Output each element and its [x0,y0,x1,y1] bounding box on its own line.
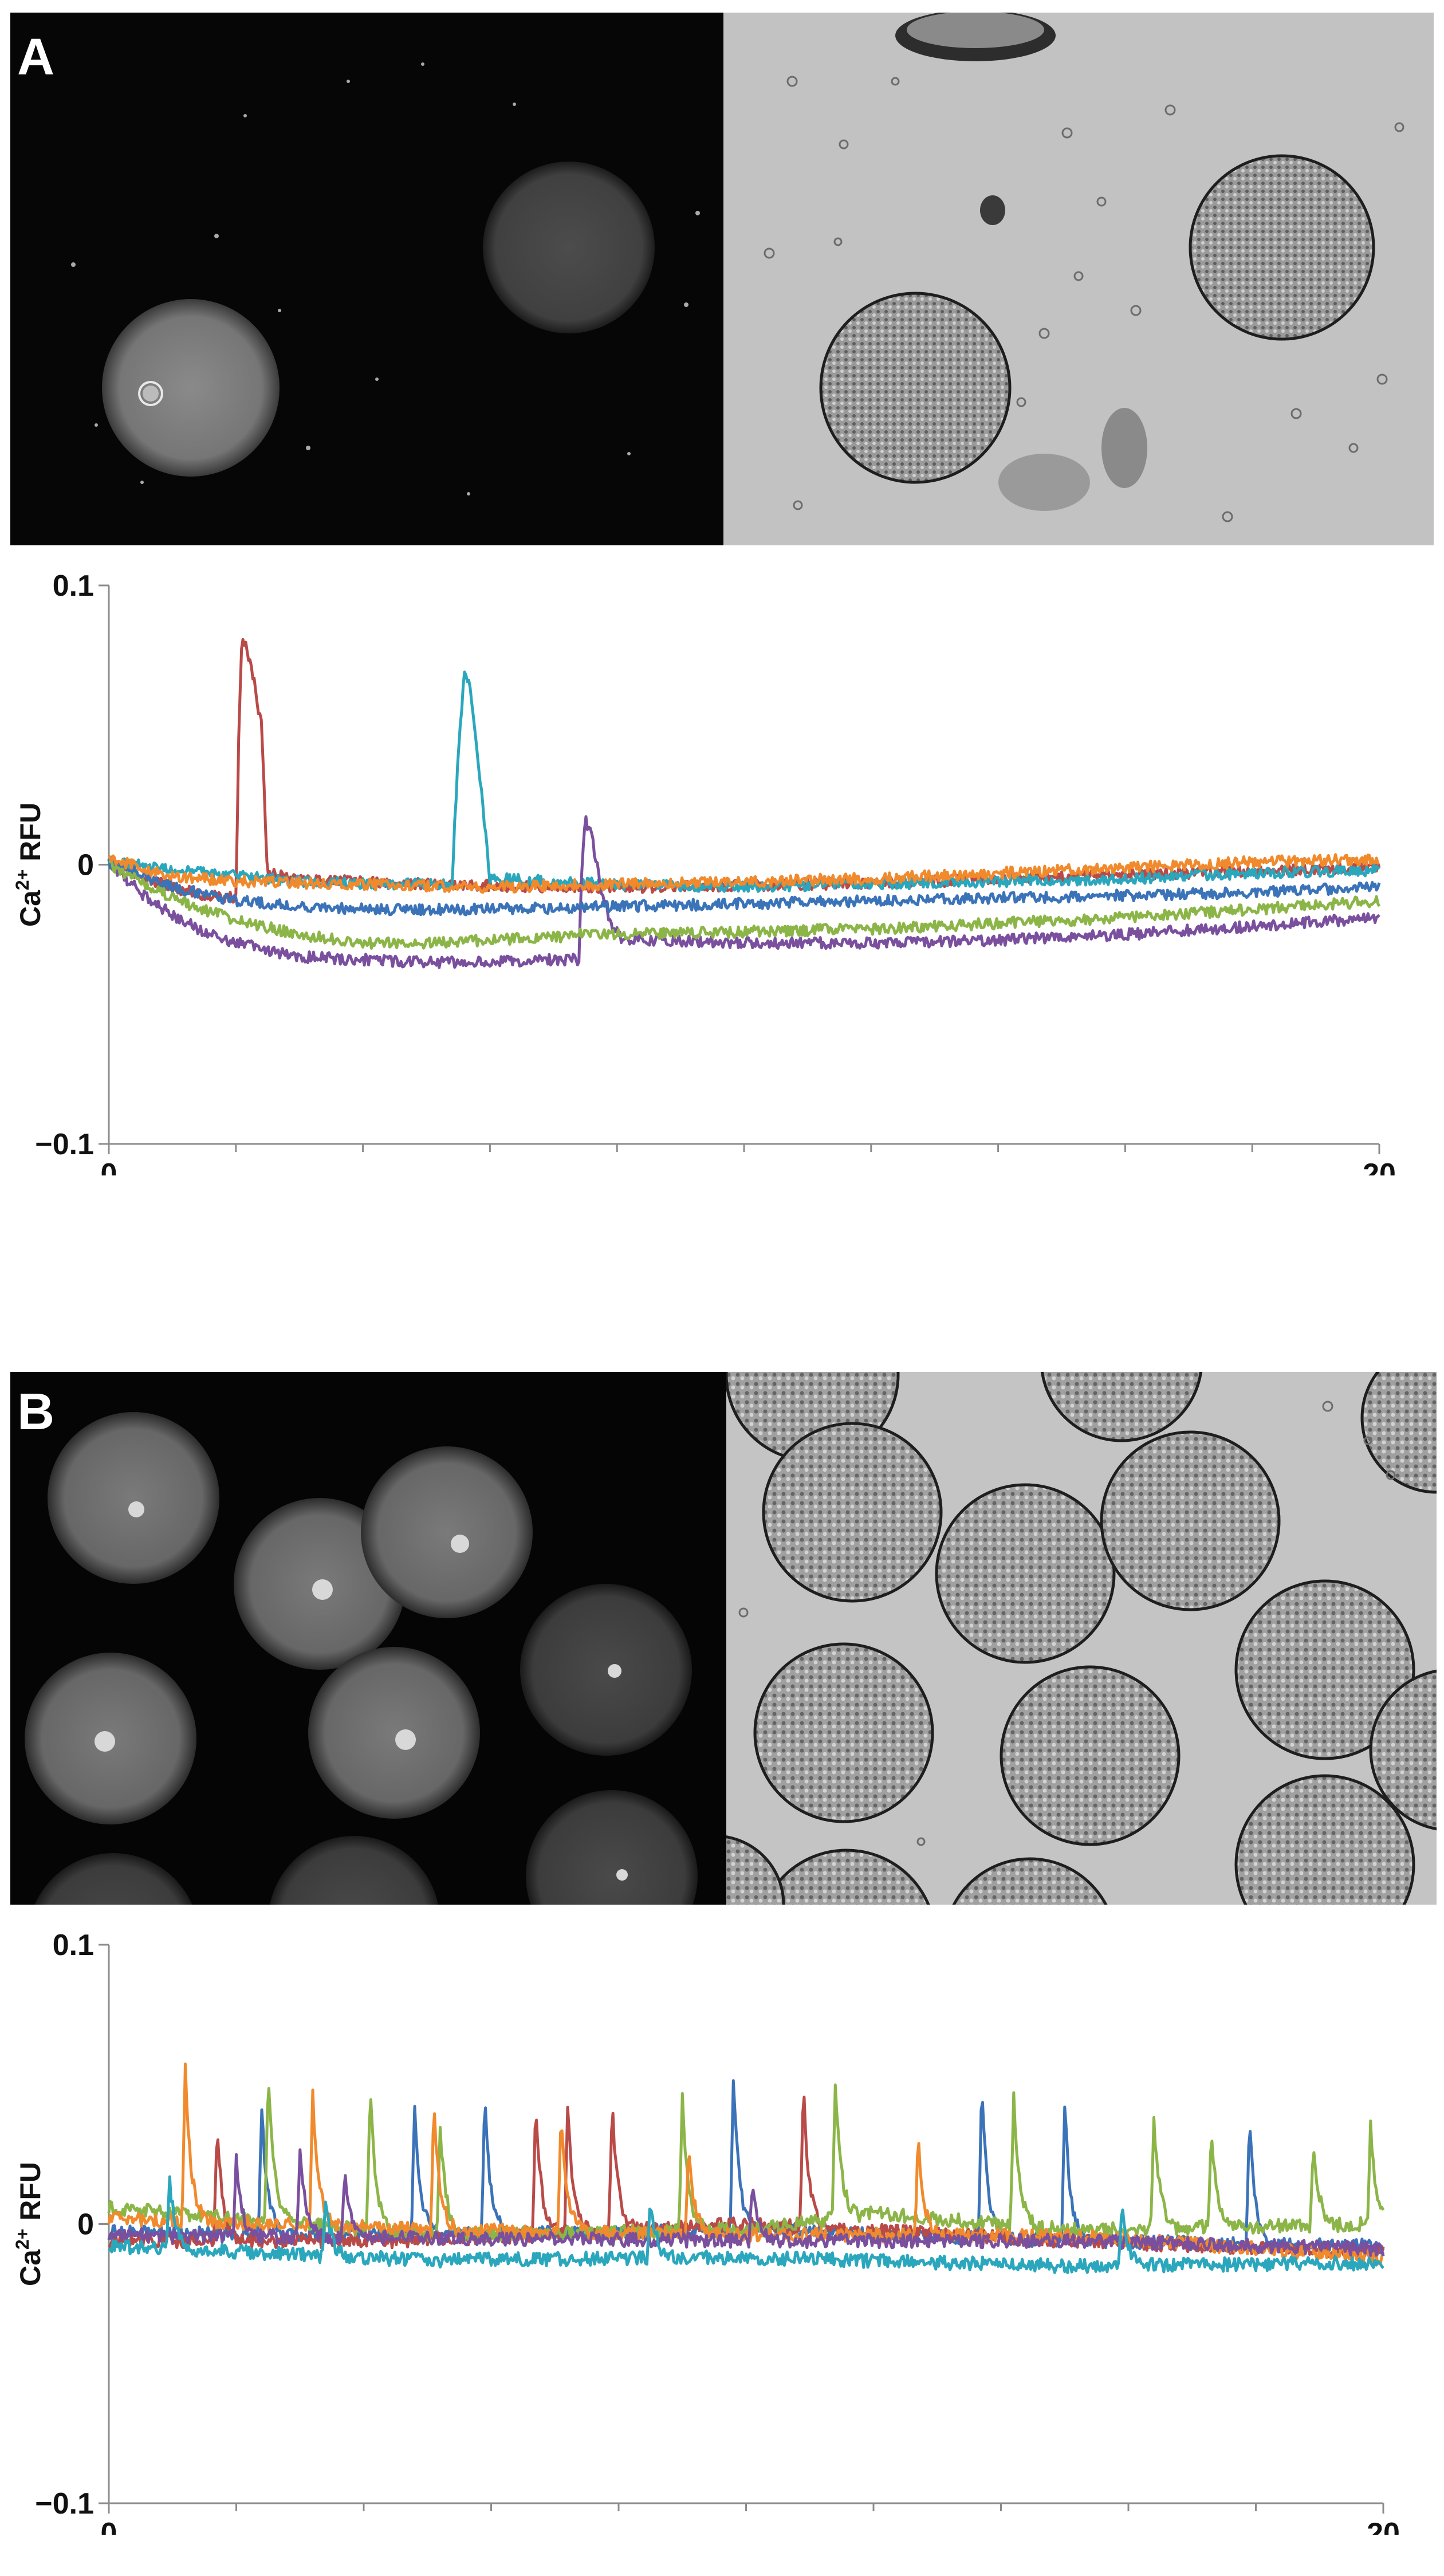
brightfield-micrograph-icon [723,13,1434,545]
y-tick-label: 0.1 [53,569,94,603]
series-line-purple [107,2148,1385,2257]
panel-a-label: A [17,29,54,86]
y-tick-label: −0.1 [35,2487,94,2520]
x-axis-label: Time (min) [688,2531,839,2535]
series-line-purple [107,815,1380,969]
y-axis-label: Ca2+ RFU [12,2162,46,2286]
panel-a-brightfield-micrograph [723,13,1434,545]
x-axis-label: Time (min) [686,1172,836,1175]
panel-b-brightfield-micrograph [726,1372,1437,1905]
y-tick-label: 0.1 [53,1929,94,1962]
panel-b-calcium-trace-chart: 0.1 0 −0.1 0 20 Time (min) Ca2+ RFU [12,1929,1400,2535]
x-tick-label: 20 [1363,1158,1396,1175]
x-tick-label: 0 [101,2517,117,2535]
series-line-red [108,2095,1385,2259]
panel-a-fluorescence-micrograph [10,13,723,545]
series-line-teal [107,670,1380,893]
y-axis-label: Ca2+ RFU [12,803,46,927]
fluorescence-micrograph-icon [10,1372,726,1905]
series-line-green [108,859,1381,950]
series-line-blue [107,859,1381,917]
x-tick-label: 0 [101,1158,117,1175]
series-line-green [107,2083,1385,2243]
panel-b-label: B [17,1383,54,1441]
y-tick-label: 0 [77,849,94,882]
x-tick-label: 20 [1367,2517,1400,2535]
panel-b-fluorescence-micrograph [10,1372,726,1905]
fluorescence-micrograph-icon [10,13,723,545]
panel-a-calcium-trace-chart: 0.1 0 −0.1 0 20 Time (min) Ca2+ RFU [12,569,1396,1175]
series-line-orange [107,853,1380,894]
brightfield-micrograph-icon [726,1372,1437,1905]
y-tick-label: 0 [77,2208,94,2241]
y-tick-label: −0.1 [35,1128,94,1161]
series-line-teal [108,2175,1384,2274]
